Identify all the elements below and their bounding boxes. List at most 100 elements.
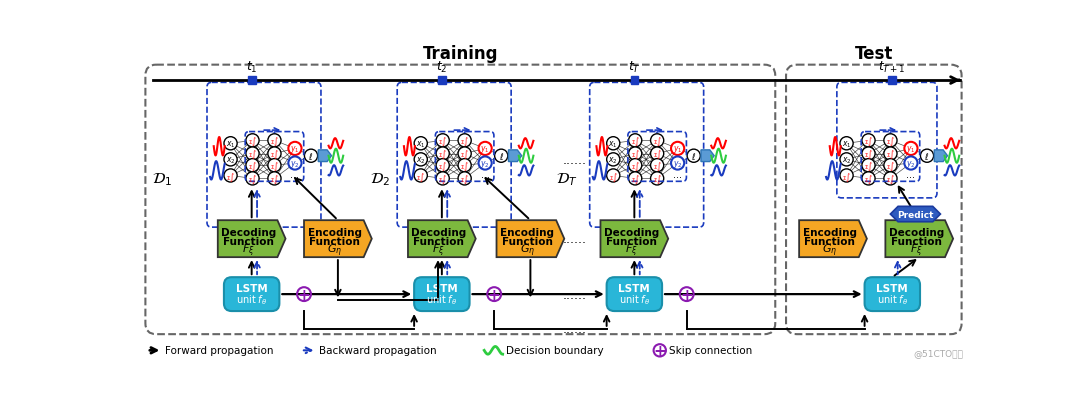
- Text: $\Sigma\int$: $\Sigma\int$: [652, 135, 662, 148]
- Circle shape: [436, 134, 449, 147]
- Text: $\Sigma\int$: $\Sigma\int$: [460, 160, 469, 173]
- Text: LSTM: LSTM: [235, 283, 268, 293]
- Text: $t_2$: $t_2$: [436, 60, 447, 75]
- Text: Function: Function: [891, 237, 942, 246]
- Polygon shape: [305, 221, 372, 258]
- Circle shape: [246, 147, 259, 161]
- Text: $x_1$: $x_1$: [841, 139, 851, 149]
- Text: $x_1$: $x_1$: [416, 139, 426, 149]
- Text: Training: Training: [422, 45, 498, 62]
- Circle shape: [288, 143, 301, 156]
- Text: $y_1$: $y_1$: [291, 143, 300, 155]
- Text: $x_2$: $x_2$: [608, 155, 618, 165]
- Text: Skip connection: Skip connection: [669, 345, 753, 356]
- Circle shape: [288, 157, 301, 170]
- Text: Function: Function: [414, 237, 464, 246]
- Circle shape: [246, 173, 259, 185]
- Circle shape: [414, 169, 428, 183]
- Text: $\Sigma\int$: $\Sigma\int$: [631, 160, 639, 173]
- Text: $\Sigma\int$: $\Sigma\int$: [886, 173, 895, 185]
- Text: ......: ......: [563, 288, 586, 301]
- Circle shape: [224, 153, 238, 166]
- Circle shape: [840, 137, 853, 151]
- Text: $\Sigma\int$: $\Sigma\int$: [652, 148, 662, 161]
- Circle shape: [268, 147, 281, 161]
- Polygon shape: [497, 221, 564, 258]
- Text: $F_\xi$: $F_\xi$: [625, 243, 637, 259]
- Text: $\Sigma\int$: $\Sigma\int$: [631, 148, 639, 161]
- Text: $y_2$: $y_2$: [291, 158, 300, 169]
- Circle shape: [904, 143, 918, 156]
- Text: $y_2$: $y_2$: [673, 158, 683, 169]
- Polygon shape: [799, 221, 867, 258]
- Text: $x_1$: $x_1$: [608, 139, 618, 149]
- Circle shape: [246, 159, 259, 173]
- Text: $\ell$: $\ell$: [691, 151, 697, 162]
- Polygon shape: [218, 221, 285, 258]
- Text: $y_1$: $y_1$: [673, 143, 683, 155]
- Circle shape: [224, 169, 238, 183]
- Circle shape: [478, 157, 491, 170]
- Text: Encoding: Encoding: [802, 227, 856, 237]
- Text: $y_2$: $y_2$: [906, 158, 916, 169]
- FancyBboxPatch shape: [224, 277, 280, 311]
- FancyBboxPatch shape: [247, 77, 256, 85]
- Text: $\Sigma\int$: $\Sigma\int$: [886, 148, 895, 161]
- Text: $\Sigma\int$: $\Sigma\int$: [248, 160, 257, 173]
- Text: $\mathcal{D}_1$: $\mathcal{D}_1$: [152, 171, 173, 188]
- Circle shape: [268, 134, 281, 147]
- Circle shape: [650, 147, 664, 161]
- Text: $x_2$: $x_2$: [841, 155, 851, 165]
- Text: unit $f_\theta$: unit $f_\theta$: [619, 293, 650, 307]
- Text: $t_1$: $t_1$: [246, 60, 257, 75]
- FancyBboxPatch shape: [438, 77, 446, 85]
- FancyBboxPatch shape: [414, 277, 470, 311]
- Circle shape: [414, 137, 428, 151]
- Text: $t_T$: $t_T$: [627, 60, 640, 75]
- Text: $G_\eta$: $G_\eta$: [519, 243, 535, 259]
- Polygon shape: [701, 151, 714, 162]
- Circle shape: [883, 159, 897, 173]
- Circle shape: [650, 134, 664, 147]
- Text: Function: Function: [224, 237, 274, 246]
- Text: +: +: [653, 343, 666, 358]
- Text: +: +: [488, 287, 501, 302]
- Text: $\Sigma\int$: $\Sigma\int$: [652, 160, 662, 173]
- Text: $\Sigma\int$: $\Sigma\int$: [864, 173, 873, 185]
- Text: Decoding: Decoding: [604, 227, 659, 237]
- Circle shape: [650, 173, 664, 185]
- Text: $\Sigma\int$: $\Sigma\int$: [438, 173, 447, 185]
- Text: $\mathcal{D}_2$: $\mathcal{D}_2$: [370, 171, 390, 188]
- Circle shape: [607, 153, 620, 166]
- Circle shape: [862, 134, 875, 147]
- Text: $x_2$: $x_2$: [416, 155, 426, 165]
- Text: unit $f_\theta$: unit $f_\theta$: [877, 293, 908, 307]
- Text: $\Sigma\int$: $\Sigma\int$: [270, 148, 279, 161]
- Polygon shape: [600, 221, 669, 258]
- Text: ......: ......: [563, 322, 586, 335]
- Text: $\ell$: $\ell$: [499, 151, 504, 162]
- FancyBboxPatch shape: [631, 77, 638, 85]
- Circle shape: [224, 137, 238, 151]
- Text: Forward propagation: Forward propagation: [165, 345, 274, 356]
- Circle shape: [883, 173, 897, 185]
- Circle shape: [458, 147, 471, 161]
- Circle shape: [840, 153, 853, 166]
- Text: Function: Function: [309, 237, 361, 246]
- Text: $\Sigma\int$: $\Sigma\int$: [248, 135, 257, 148]
- FancyBboxPatch shape: [889, 77, 896, 85]
- Circle shape: [458, 159, 471, 173]
- Circle shape: [862, 159, 875, 173]
- Text: $\mathcal{D}_T$: $\mathcal{D}_T$: [556, 171, 578, 188]
- Text: Backward propagation: Backward propagation: [320, 345, 437, 356]
- Text: $\Sigma\int$: $\Sigma\int$: [248, 173, 257, 185]
- Text: $\ell$: $\ell$: [309, 151, 313, 162]
- Circle shape: [495, 150, 508, 163]
- Polygon shape: [934, 151, 947, 162]
- Text: $\ell$: $\ell$: [924, 151, 930, 162]
- Text: LSTM: LSTM: [426, 283, 458, 293]
- Circle shape: [436, 159, 449, 173]
- Circle shape: [862, 147, 875, 161]
- Text: LSTM: LSTM: [877, 283, 908, 293]
- Circle shape: [920, 150, 933, 163]
